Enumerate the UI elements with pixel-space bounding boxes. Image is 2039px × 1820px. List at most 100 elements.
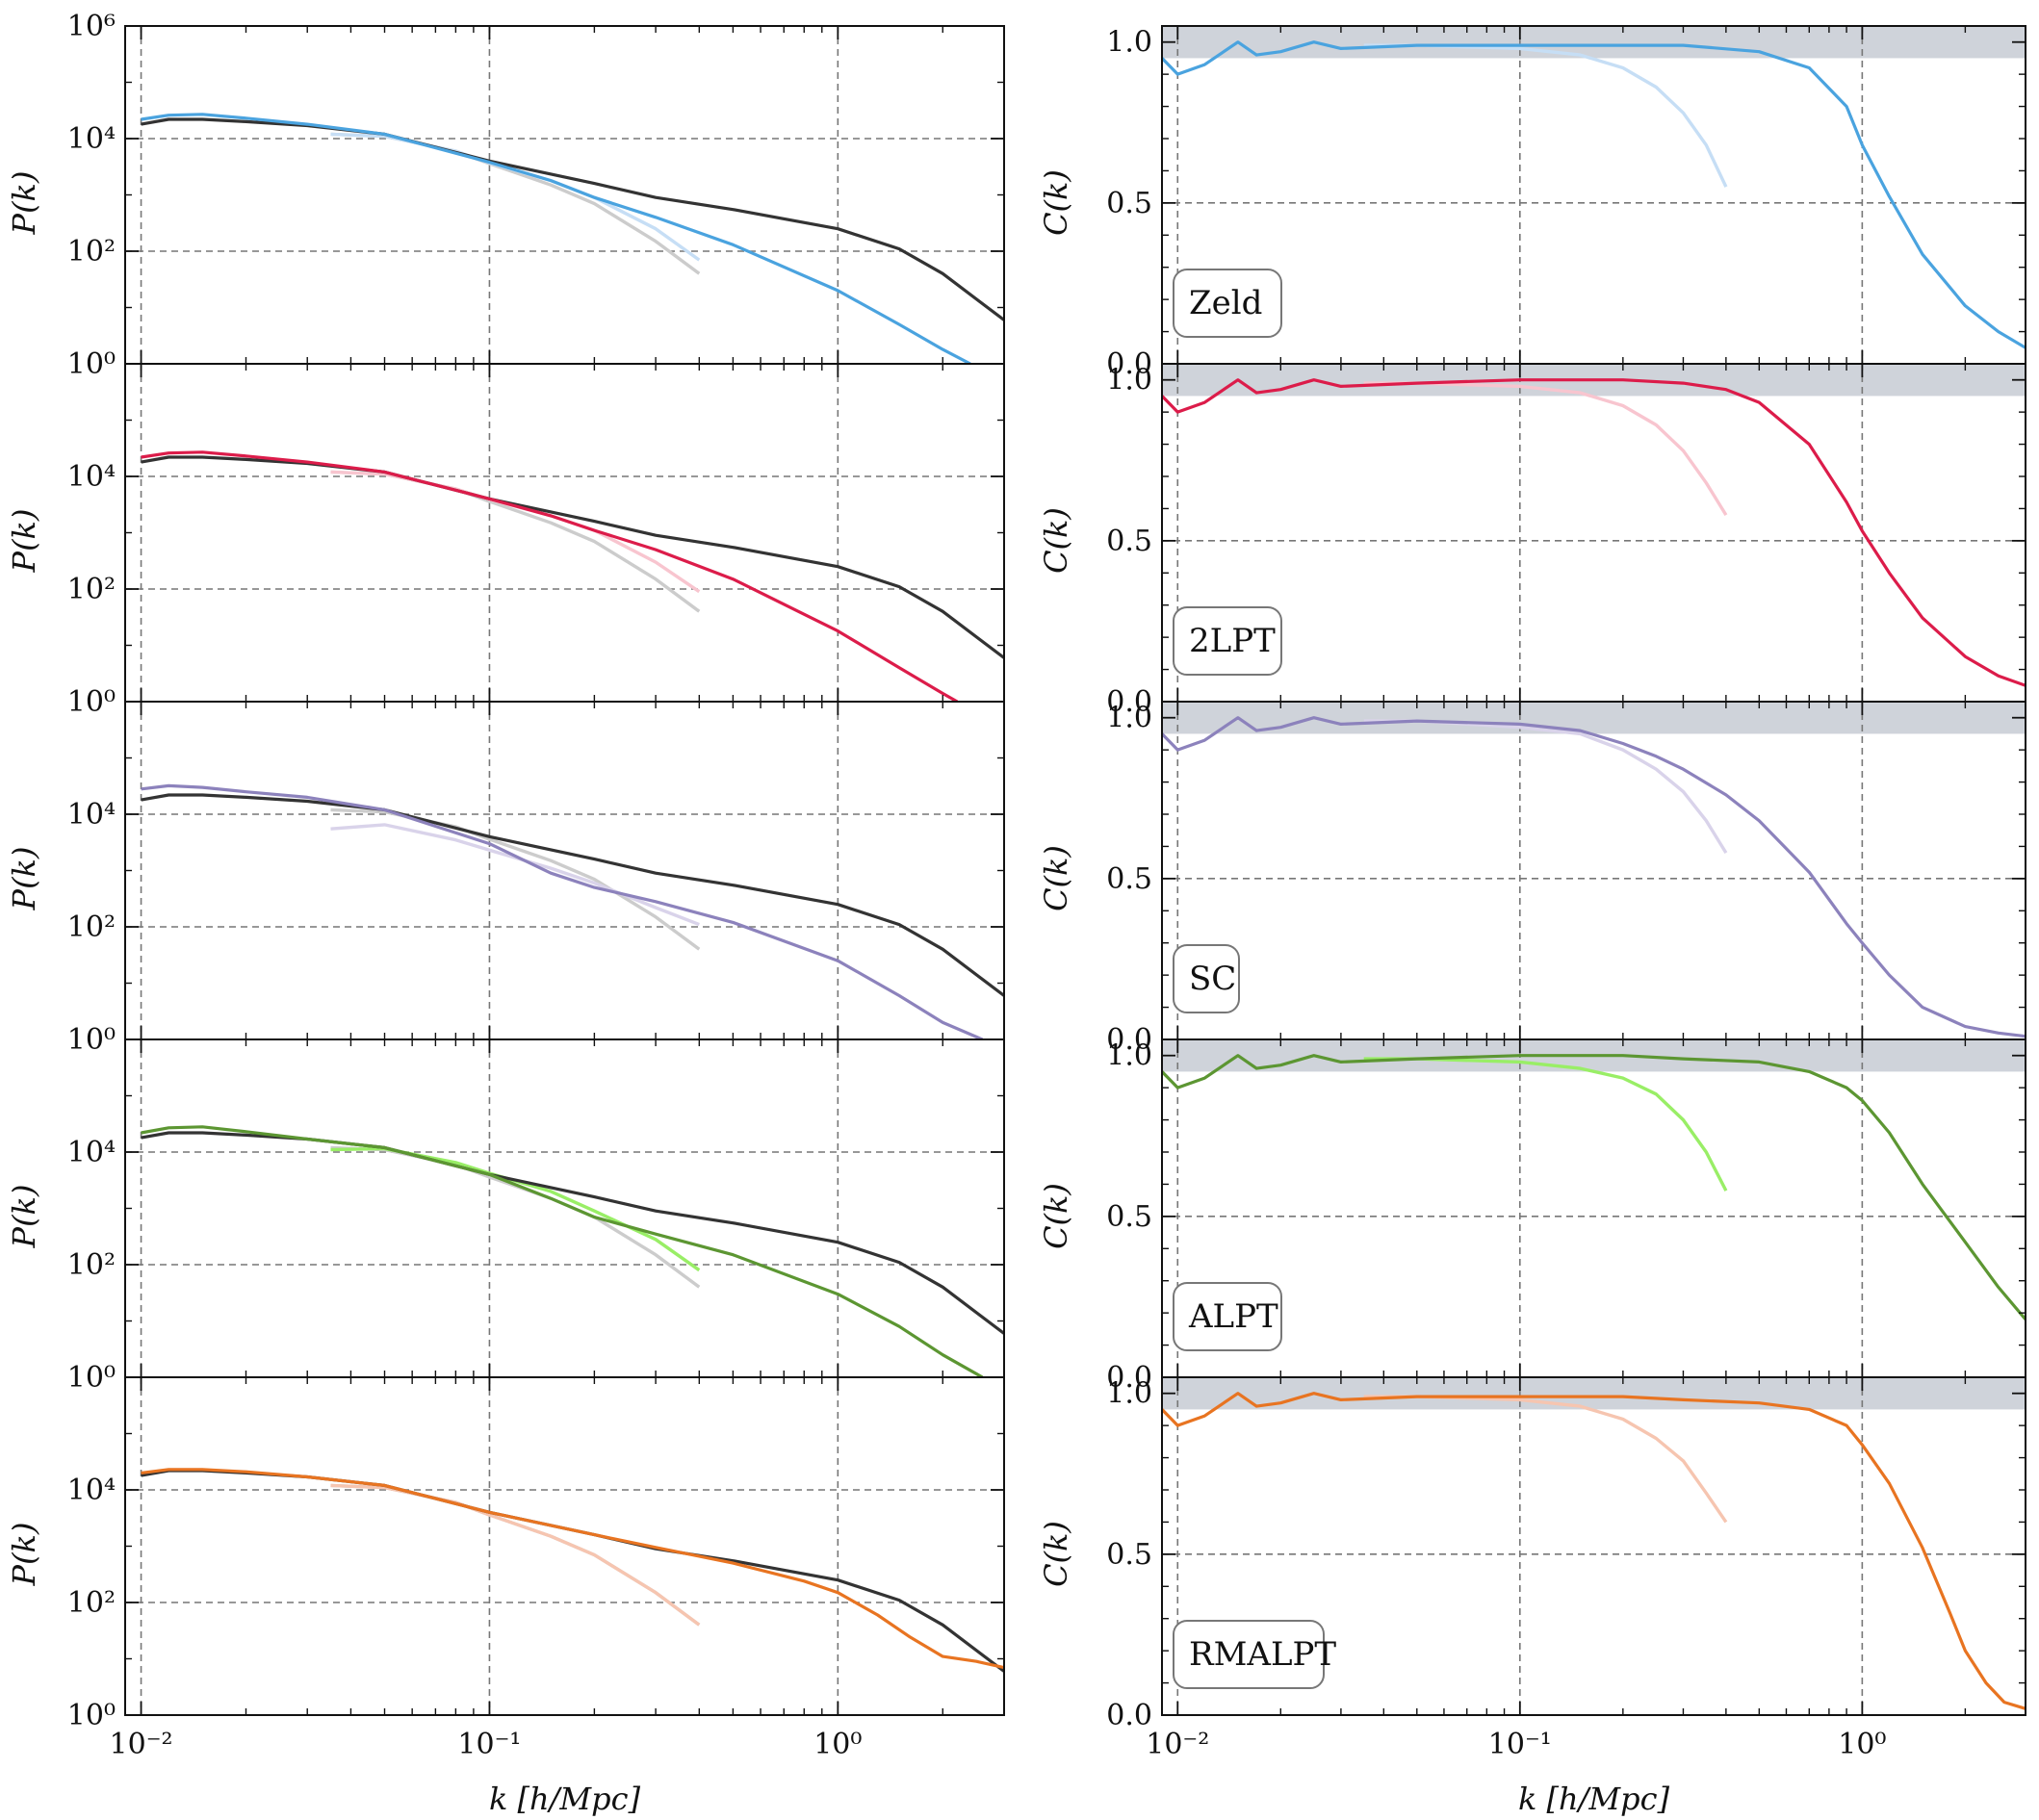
y-tick-label: 10⁰ — [67, 1361, 116, 1395]
series-line-method — [1162, 716, 2026, 1038]
y-axis-label: C(k) — [1038, 507, 1074, 574]
correlation-panel-zeld: 0.0 0.5 1.0 C(k) Zeld — [1038, 25, 2026, 381]
y-tick-label: 10² — [67, 1248, 116, 1282]
tolerance-band — [1162, 26, 2026, 59]
y-tick-label: 10⁰ — [67, 685, 116, 719]
y-tick-label: 1.0 — [1106, 1039, 1152, 1073]
tolerance-band — [1162, 702, 2026, 734]
plot-frame — [124, 1038, 1005, 1378]
series-line-method-lowres — [1363, 719, 1728, 854]
plot-frame — [124, 1376, 1005, 1716]
series-line-method-lowres — [330, 1483, 701, 1627]
method-label-box — [1173, 944, 1240, 1013]
y-tick-label: 10⁰ — [67, 1699, 116, 1732]
series-line-method — [141, 1468, 1004, 1670]
series-line-method-lowres — [330, 132, 701, 262]
series-line-method — [141, 113, 971, 364]
correlation-panel-alpt: 0.0 0.5 1.0 C(k) ALPT — [1038, 1038, 2026, 1395]
series-line-method — [141, 1125, 984, 1377]
y-axis-label: P(k) — [6, 1523, 42, 1587]
y-tick-label: 10⁶ — [67, 10, 116, 43]
y-tick-label: 10⁰ — [67, 1023, 116, 1057]
method-label: Zeld — [1189, 284, 1262, 322]
power-panel-zeld: 10⁰ 10² 10⁴ 10⁶ P(k) — [6, 10, 1005, 381]
y-axis-label: C(k) — [1038, 1183, 1074, 1249]
series-line-reference — [141, 1469, 1004, 1673]
x-tick-label: 10⁻¹ — [1488, 1728, 1552, 1761]
x-axis-label-left: k [h/Mpc] — [489, 1781, 641, 1817]
y-tick-label: 10⁴ — [67, 122, 116, 156]
y-tick-label: 0.0 — [1106, 1699, 1152, 1732]
method-label: RMALPT — [1189, 1635, 1336, 1674]
method-label-box — [1173, 269, 1282, 338]
series-line-method — [1162, 1054, 2026, 1320]
y-tick-label: 0.0 — [1106, 685, 1152, 719]
method-label: SC — [1189, 960, 1236, 998]
method-label: ALPT — [1188, 1297, 1278, 1336]
y-tick-label: 0.5 — [1106, 1538, 1152, 1572]
method-label-box — [1173, 606, 1282, 676]
y-tick-label: 1.0 — [1106, 364, 1152, 397]
plot-frame — [124, 25, 1005, 365]
series-line-method — [141, 783, 984, 1039]
power-panel-2lpt: 10⁰ 10² 10⁴ P(k) — [6, 363, 1005, 719]
y-axis-label: P(k) — [6, 847, 42, 911]
series-line-reference-lowres — [330, 470, 701, 613]
y-tick-label: 0.0 — [1106, 347, 1152, 381]
y-tick-label: 0.0 — [1106, 1361, 1152, 1395]
series-line-method — [1162, 40, 2026, 349]
y-axis-label: C(k) — [1038, 169, 1074, 236]
y-tick-label: 1.0 — [1106, 1377, 1152, 1411]
y-tick-label: 0.0 — [1106, 1023, 1152, 1057]
y-tick-label: 10² — [67, 235, 116, 269]
correlation-panel-2lpt: 0.0 0.5 1.0 C(k) 2LPT — [1038, 363, 2026, 719]
y-tick-label: 1.0 — [1106, 702, 1152, 735]
y-tick-label: 0.5 — [1106, 187, 1152, 220]
y-axis-label: P(k) — [6, 171, 42, 236]
power-panel-alpt: 10⁰ 10² 10⁴ P(k) — [6, 1038, 1005, 1395]
y-tick-label: 10⁴ — [67, 460, 116, 494]
plot-frame — [1161, 363, 2026, 703]
series-line-reference-lowres — [330, 807, 701, 951]
x-tick-label: 10⁻² — [1146, 1728, 1209, 1761]
series-line-method-lowres — [1363, 43, 1728, 188]
panel-grid: 10⁰10²10⁴10⁶P(k)0.00.51.0C(k)Zeld10⁰10²1… — [6, 10, 2026, 1761]
plot-frame — [124, 701, 1005, 1040]
correlation-panel-rmalpt: 0.0 0.5 1.0 C(k) RMALPT 10⁻² 10⁻¹ 10⁰ — [1038, 1376, 2026, 1761]
series-line-method-lowres — [1363, 381, 1728, 516]
plot-frame — [1161, 25, 2026, 365]
y-axis-label: C(k) — [1038, 1521, 1074, 1587]
series-line-reference-lowres — [330, 1145, 701, 1289]
plot-frame — [1161, 1376, 2026, 1716]
y-tick-label: 0.5 — [1106, 862, 1152, 896]
x-tick-label: 10⁻² — [110, 1728, 173, 1761]
y-tick-label: 1.0 — [1106, 26, 1152, 60]
y-axis-label: C(k) — [1038, 845, 1074, 911]
series-line-method-lowres — [1363, 1057, 1728, 1192]
series-line-reference-lowres — [330, 132, 701, 275]
y-tick-label: 0.5 — [1106, 525, 1152, 558]
series-line-reference-lowres — [330, 1483, 701, 1627]
x-tick-label: 10⁰ — [813, 1728, 862, 1761]
y-tick-label: 10⁴ — [67, 1474, 116, 1507]
y-tick-label: 10² — [67, 910, 116, 944]
x-tick-label: 10⁰ — [1838, 1728, 1886, 1761]
method-label-box — [1173, 1282, 1282, 1351]
x-tick-label: 10⁻¹ — [457, 1728, 521, 1761]
y-tick-label: 0.5 — [1106, 1200, 1152, 1234]
series-line-reference — [141, 117, 1004, 321]
y-tick-label: 10² — [67, 1586, 116, 1620]
y-tick-label: 10² — [67, 573, 116, 606]
y-axis-label: P(k) — [6, 1185, 42, 1249]
tolerance-band — [1162, 1377, 2026, 1410]
y-tick-label: 10⁴ — [67, 798, 116, 832]
plot-frame — [1161, 701, 2026, 1040]
y-tick-label: 10⁰ — [67, 347, 116, 381]
method-label-box — [1173, 1620, 1325, 1689]
series-line-method — [1162, 378, 2026, 687]
power-panel-sc: 10⁰ 10² 10⁴ P(k) — [6, 701, 1005, 1057]
y-tick-label: 10⁴ — [67, 1136, 116, 1169]
method-label: 2LPT — [1189, 622, 1276, 660]
power-panel-rmalpt: 10⁰ 10² 10⁴ P(k) 10⁻² 10⁻¹ 10⁰ — [6, 1376, 1005, 1761]
